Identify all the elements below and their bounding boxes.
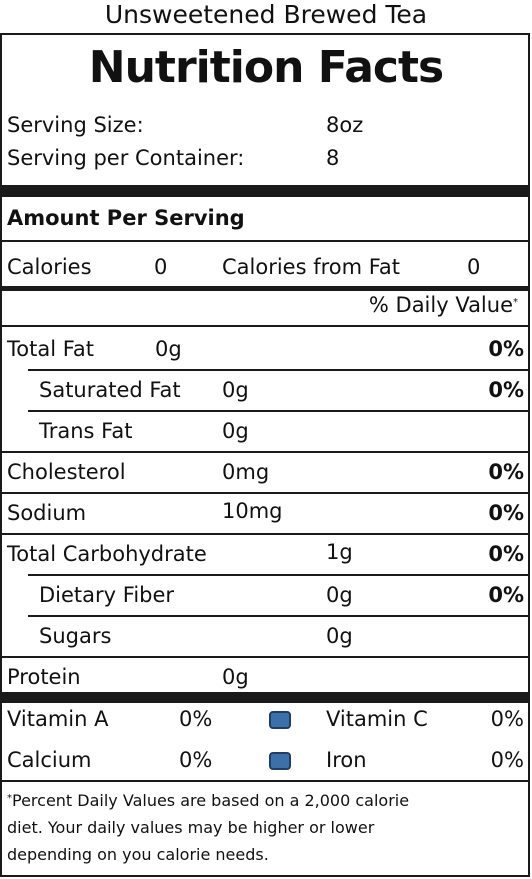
thick-divider: [0, 185, 530, 197]
footnote-line-2: diet. Your daily values may be higher or…: [7, 818, 375, 837]
dietary-fiber-label: Dietary Fiber: [39, 583, 175, 607]
divider: [28, 615, 530, 617]
medium-divider: [0, 286, 530, 291]
total-carbohydrate-amount: 1g: [326, 540, 353, 564]
footnote-line-3: depending on you calorie needs.: [7, 845, 269, 864]
blue-square-bullet-icon: [269, 711, 291, 729]
trans-fat-label: Trans Fat: [39, 419, 133, 443]
calories-from-fat-label: Calories from Fat: [222, 255, 401, 279]
sugars-amount: 0g: [326, 624, 353, 648]
daily-value-header: % Daily Value*: [368, 293, 518, 317]
servings-per-container-label: Serving per Container:: [7, 146, 245, 170]
footnote-line-1: *Percent Daily Values are based on a 2,0…: [7, 791, 410, 810]
iron-value: 0%: [490, 748, 524, 772]
trans-fat-amount: 0g: [222, 419, 249, 443]
footnote: *Percent Daily Values are based on a 2,0…: [7, 787, 522, 868]
protein-label: Protein: [7, 665, 81, 689]
calcium-value: 0%: [179, 748, 213, 772]
cholesterol-dv: 0%: [488, 460, 524, 484]
blue-square-bullet-icon: [269, 752, 291, 770]
calories-value: 0: [154, 255, 168, 279]
total-fat-dv: 0%: [488, 337, 524, 361]
divider: [0, 780, 530, 782]
divider: [28, 574, 530, 576]
cholesterol-label: Cholesterol: [7, 460, 126, 484]
serving-size-label: Serving Size:: [7, 113, 144, 137]
vitamin-a-label: Vitamin A: [7, 707, 109, 731]
divider: [0, 451, 530, 453]
sodium-label: Sodium: [7, 501, 87, 525]
protein-amount: 0g: [222, 665, 249, 689]
amount-per-serving-header: Amount Per Serving: [7, 206, 245, 230]
vitamin-c-value: 0%: [490, 707, 524, 731]
cholesterol-amount: 0mg: [222, 460, 270, 484]
dietary-fiber-amount: 0g: [326, 583, 353, 607]
divider: [28, 369, 530, 371]
total-fat-label: Total Fat: [7, 337, 94, 361]
divider: [0, 240, 530, 242]
total-carbohydrate-label: Total Carbohydrate: [7, 542, 207, 566]
sugars-label: Sugars: [39, 624, 112, 648]
vitamin-c-label: Vitamin C: [326, 707, 428, 731]
divider: [0, 533, 530, 535]
dietary-fiber-dv: 0%: [488, 583, 524, 607]
vitamin-a-value: 0%: [179, 707, 213, 731]
saturated-fat-dv: 0%: [488, 378, 524, 402]
serving-size-value: 8oz: [326, 113, 364, 137]
saturated-fat-label: Saturated Fat: [39, 378, 181, 402]
iron-label: Iron: [326, 748, 367, 772]
sodium-dv: 0%: [488, 501, 524, 525]
calcium-label: Calcium: [7, 748, 92, 772]
sodium-amount: 10mg: [222, 499, 283, 523]
calories-label: Calories: [7, 255, 92, 279]
divider: [0, 492, 530, 494]
panel-title: Nutrition Facts: [88, 42, 444, 93]
nutrition-label: [0, 33, 530, 877]
divider: [28, 410, 530, 412]
divider: [0, 656, 530, 658]
saturated-fat-amount: 0g: [222, 378, 249, 402]
total-fat-amount: 0g: [155, 337, 182, 361]
divider: [0, 325, 530, 327]
servings-per-container-value: 8: [326, 146, 340, 170]
product-name: Unsweetened Brewed Tea: [104, 0, 428, 29]
thick-divider: [0, 692, 530, 703]
total-carbohydrate-dv: 0%: [488, 542, 524, 566]
calories-from-fat-value: 0: [467, 255, 481, 279]
